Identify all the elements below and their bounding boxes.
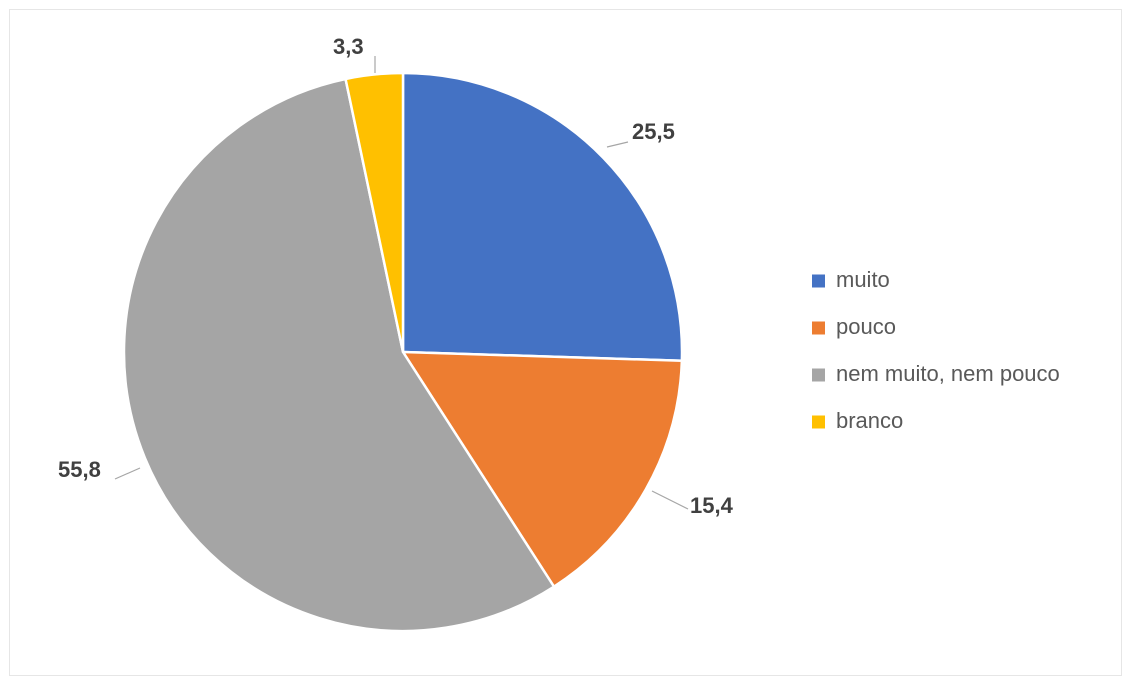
- pie-slice-branco: [344, 71, 405, 354]
- legend-label-muito: muito: [836, 267, 890, 292]
- leader-line-nem-muito-nem-pouco: [114, 467, 141, 480]
- leader-line-muito: [606, 141, 629, 148]
- legend-swatch-muito: [812, 274, 825, 288]
- legend: muito pouco nem muito, nem pouco branco: [812, 267, 1060, 433]
- pie-slice-muito: [401, 71, 684, 363]
- pie-slice-pouco: [401, 350, 684, 588]
- leader-lines: [114, 56, 689, 510]
- data-label-branco: 3,3: [333, 34, 364, 59]
- legend-swatch-nem-muito-nem-pouco: [812, 368, 825, 382]
- data-label-nem-muito-nem-pouco: 55,8: [58, 457, 101, 482]
- legend-label-branco: branco: [836, 408, 903, 433]
- data-labels: 25,5 15,4 55,8 3,3: [58, 34, 734, 518]
- data-label-pouco: 15,4: [690, 493, 734, 518]
- pie-slice-nem-muito-nem-pouco: [122, 77, 556, 633]
- leader-line-pouco: [651, 490, 689, 510]
- legend-label-nem-muito-nem-pouco: nem muito, nem pouco: [836, 361, 1060, 386]
- pie-slices: [122, 71, 684, 633]
- legend-label-pouco: pouco: [836, 314, 896, 339]
- legend-swatch-branco: [812, 415, 825, 429]
- legend-swatch-pouco: [812, 321, 825, 335]
- data-label-muito: 25,5: [632, 119, 675, 144]
